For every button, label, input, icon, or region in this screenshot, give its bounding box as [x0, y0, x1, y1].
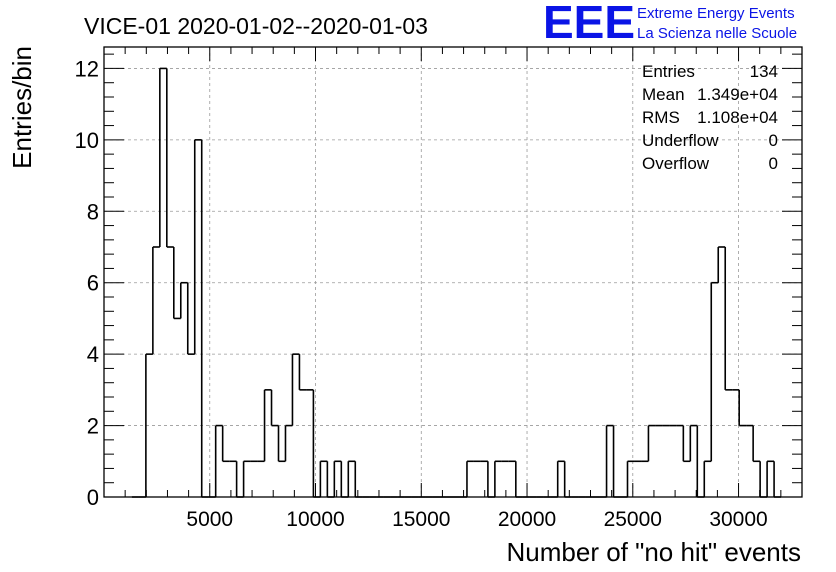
- x-tick-label: 5000: [186, 508, 233, 531]
- x-tick-label: 15000: [392, 508, 450, 531]
- stat-rms-value: 1.108e+04: [697, 108, 778, 127]
- y-tick-label: 0: [87, 485, 99, 510]
- y-tick-label: 10: [75, 128, 99, 153]
- y-tick-label: 6: [87, 271, 99, 296]
- y-tick-label: 4: [87, 342, 99, 367]
- stat-mean-value: 1.349e+04: [697, 85, 778, 104]
- x-tick-label: 10000: [286, 508, 344, 531]
- x-tick-label: 30000: [709, 508, 767, 531]
- histogram-series: [131, 67, 782, 498]
- x-axis-label: Number of "no hit" events: [507, 537, 802, 567]
- y-tick-label: 8: [87, 199, 99, 224]
- stats-box: Entries 134 Mean 1.349e+04 RMS 1.108e+04…: [642, 62, 778, 173]
- stat-entries-label: Entries: [642, 62, 695, 81]
- stat-entries-value: 134: [750, 62, 778, 81]
- y-axis-label: Entries/bin: [7, 46, 37, 169]
- logo-line-1: Extreme Energy Events: [637, 5, 795, 22]
- stat-underflow-label: Underflow: [642, 131, 719, 150]
- stat-underflow-value: 0: [769, 131, 778, 150]
- chart-title: VICE-01 2020-01-02--2020-01-03: [84, 13, 428, 39]
- logo-line-2: La Scienza nelle Scuole: [637, 25, 797, 42]
- y-axis: 0 2 4 6 8 10 12: [75, 53, 802, 510]
- y-tick-label: 2: [87, 414, 99, 439]
- x-axis: 5000 10000 15000 20000 25000 30000: [103, 47, 803, 531]
- y-tick-label: 12: [75, 56, 99, 81]
- plot-frame: [103, 46, 803, 498]
- stat-rms-label: RMS: [642, 108, 680, 127]
- x-tick-label: 20000: [498, 508, 556, 531]
- logo-eee-text: EEE: [543, 0, 635, 48]
- eee-logo: EEE Extreme Energy Events La Scienza nel…: [543, 0, 797, 48]
- stat-overflow-label: Overflow: [642, 154, 710, 173]
- stat-mean-label: Mean: [642, 85, 685, 104]
- stat-overflow-value: 0: [769, 154, 778, 173]
- x-tick-label: 25000: [604, 508, 662, 531]
